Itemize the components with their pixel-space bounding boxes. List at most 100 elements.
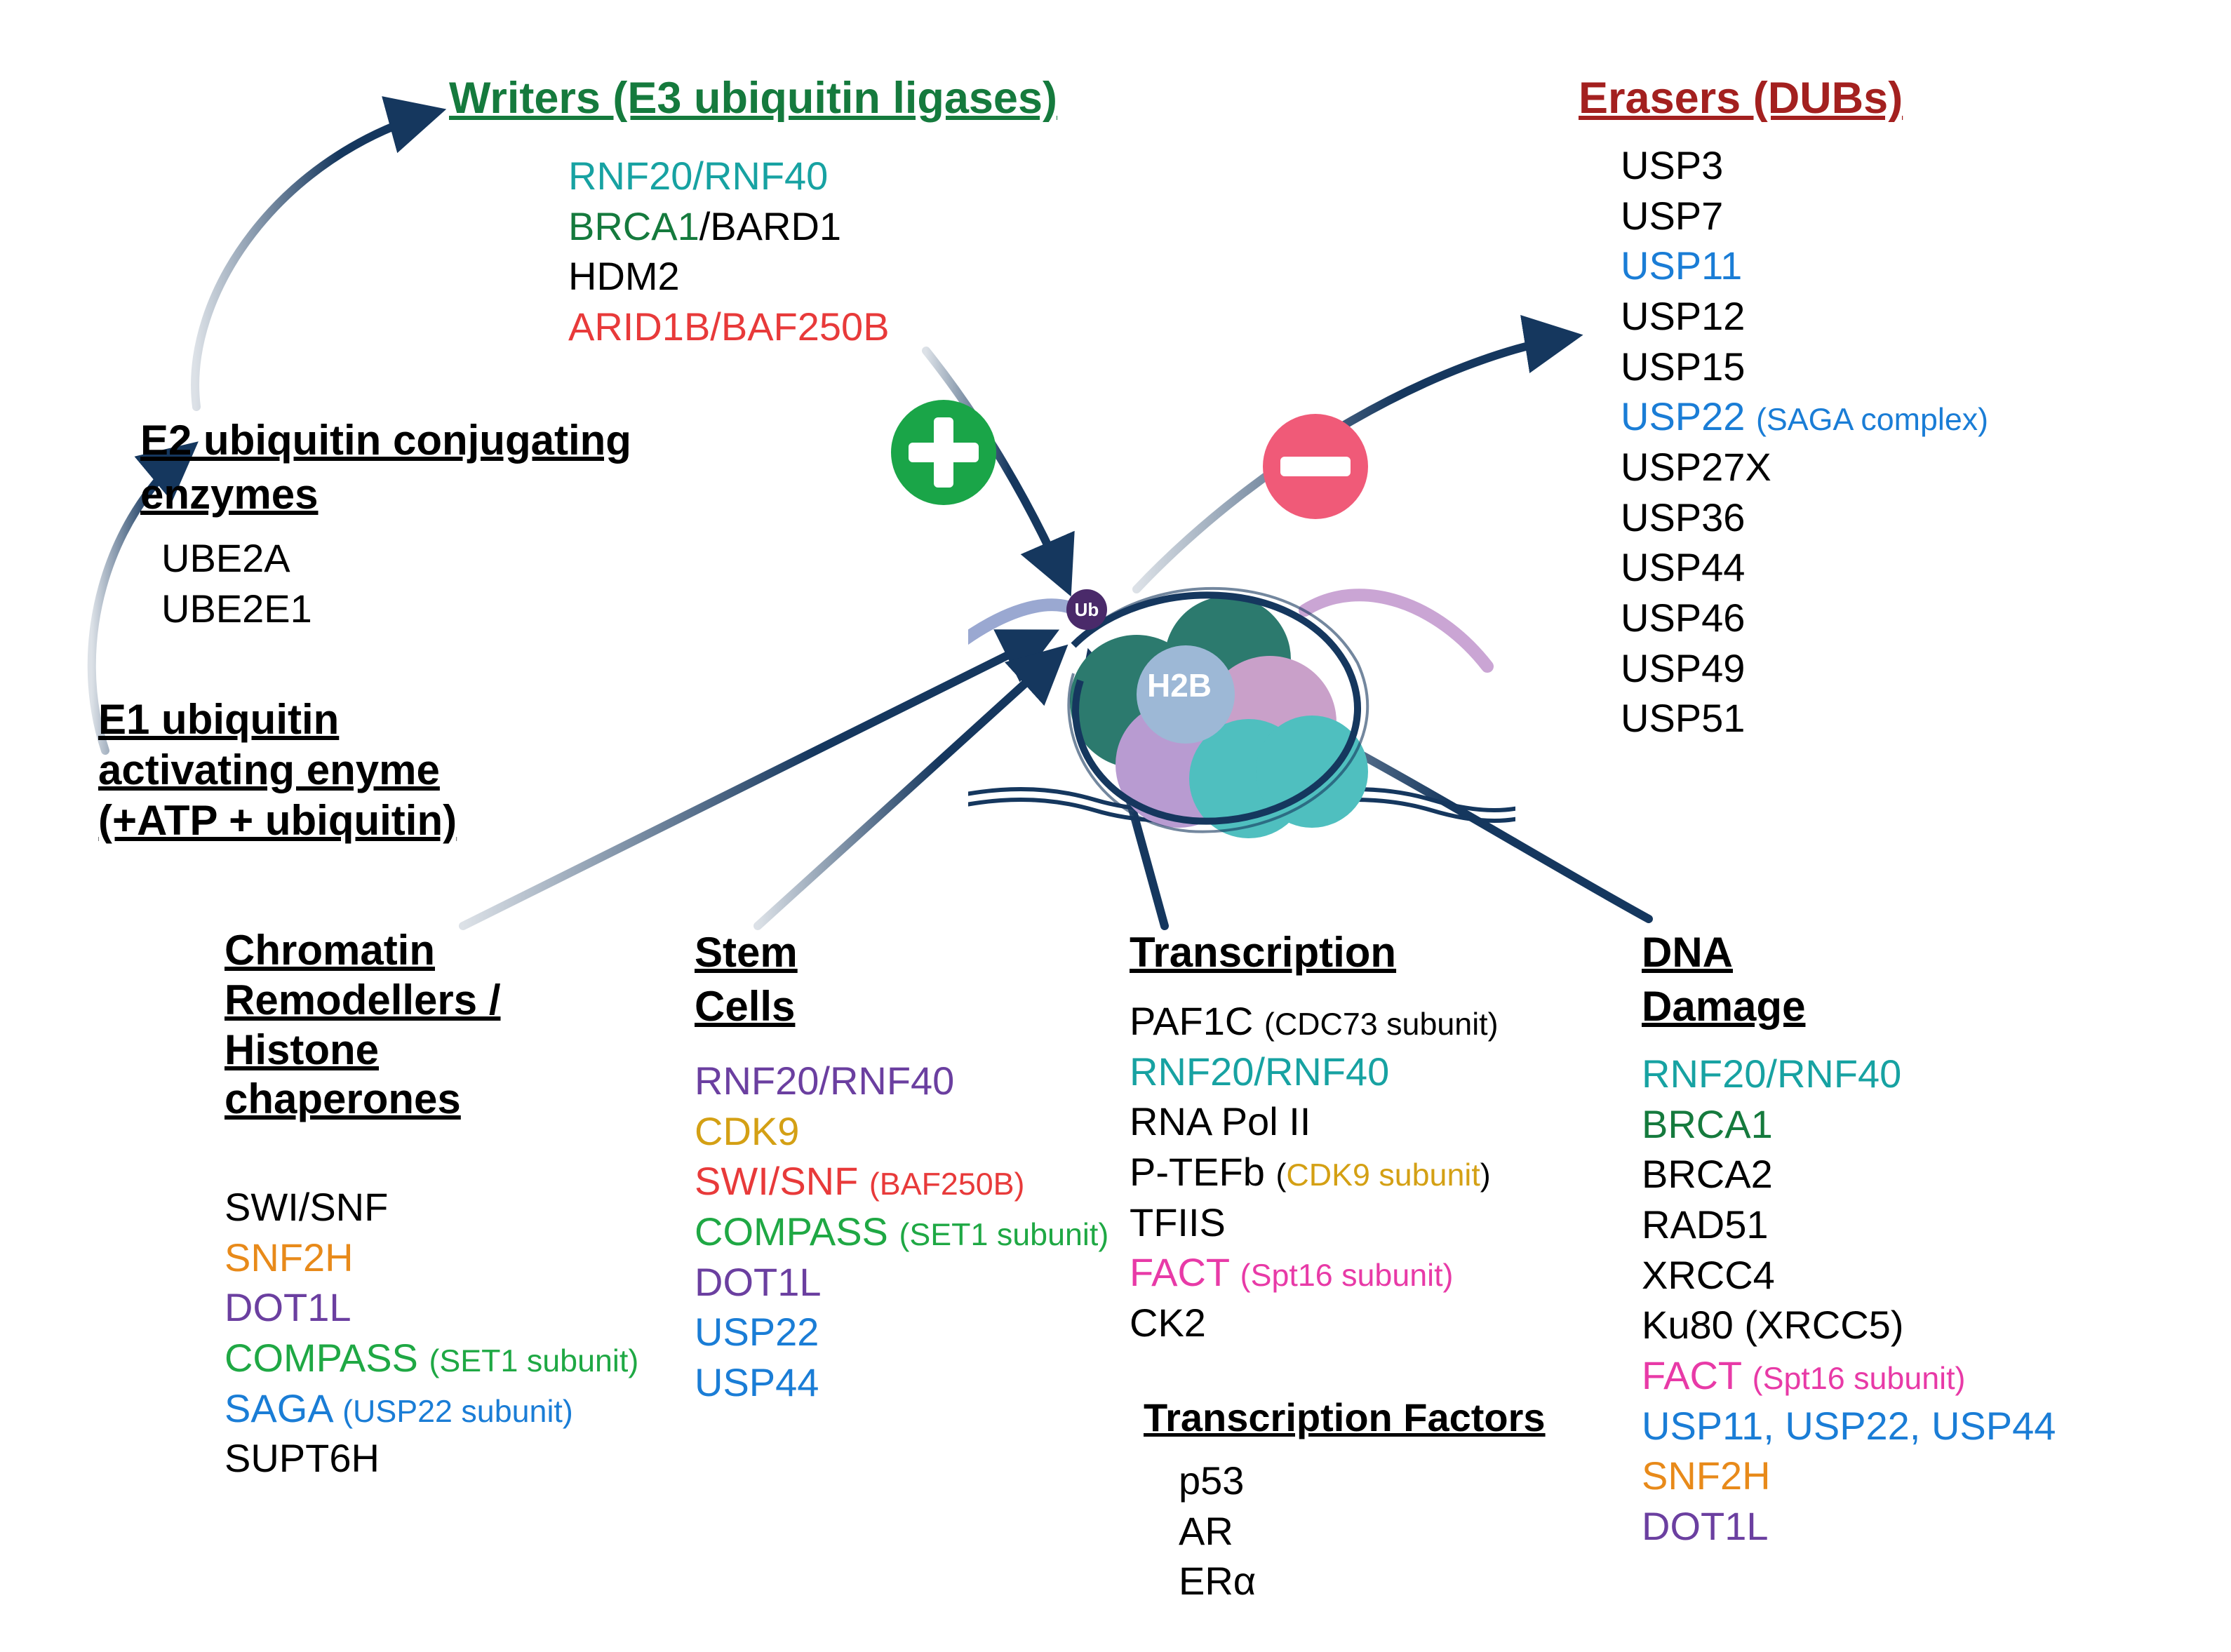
list-item: COMPASS (SET1 subunit): [695, 1207, 1108, 1257]
list-item: BRCA2: [1642, 1149, 2056, 1200]
list-item: USP22 (SAGA complex): [1621, 391, 1988, 442]
list-item: TFIIS: [1130, 1197, 1499, 1248]
list-item-segment: USP3: [1621, 143, 1723, 187]
e2-heading: E2 ubiquitin conjugating enzymes: [140, 414, 645, 522]
writers-heading-text: Writers (E3 ubiquitin ligases): [449, 74, 1057, 123]
erasers-block: Erasers (DUBs): [1579, 70, 1903, 127]
list-item: CDK9: [695, 1106, 1108, 1157]
list-item-segment: USP44: [1621, 545, 1745, 589]
list-item: SNF2H: [1642, 1451, 2056, 1501]
list-item: BRCA1: [1642, 1099, 2056, 1150]
list-item: PAF1C (CDC73 subunit): [1130, 996, 1499, 1047]
list-item-segment: CDK9: [695, 1109, 799, 1153]
list-item: USP44: [1621, 542, 1988, 593]
writers-block: Writers (E3 ubiquitin ligases): [449, 70, 1057, 127]
list-item: FACT (Spt16 subunit): [1642, 1350, 2056, 1401]
erasers-heading: Erasers (DUBs): [1579, 70, 1903, 127]
list-item-segment: RNF20/RNF40: [1130, 1049, 1389, 1094]
dna-damage-list: RNF20/RNF40BRCA1BRCA2RAD51XRCC4Ku80 (XRC…: [1642, 1049, 2056, 1552]
list-item: USP12: [1621, 291, 1988, 342]
writers-list: RNF20/RNF40BRCA1/BARD1HDM2ARID1B/BAF250B: [568, 151, 890, 352]
minus-icon: [1263, 414, 1368, 519]
transcription-list: PAF1C (CDC73 subunit)RNF20/RNF40RNA Pol …: [1130, 996, 1499, 1348]
list-item-segment: HDM2: [568, 254, 680, 298]
list-item: XRCC4: [1642, 1250, 2056, 1301]
list-item: DOT1L: [695, 1257, 1108, 1308]
list-item-segment: COMPASS: [695, 1209, 899, 1254]
list-item: RAD51: [1642, 1200, 2056, 1250]
list-item-segment: USP27X: [1621, 445, 1771, 489]
list-item-segment: SWI/SNF: [225, 1185, 388, 1229]
list-item-segment: RNF20/RNF40: [568, 154, 828, 198]
list-item-segment: (BAF250B): [869, 1167, 1025, 1202]
list-item-segment: RAD51: [1642, 1202, 1769, 1247]
list-item: USP27X: [1621, 442, 1988, 492]
list-item-segment: USP12: [1621, 294, 1745, 338]
list-item: USP15: [1621, 342, 1988, 392]
list-item: RNF20/RNF40: [1642, 1049, 2056, 1099]
arrow-e2-to-writers: [195, 112, 435, 407]
list-item-segment: (Spt16 subunit): [1753, 1361, 1966, 1396]
list-item: RNF20/RNF40: [695, 1056, 1108, 1106]
plus-icon: [891, 400, 996, 505]
list-item-segment: SNF2H: [1642, 1453, 1771, 1498]
list-item-segment: ): [1480, 1157, 1491, 1193]
list-item-segment: (SAGA complex): [1756, 402, 1988, 437]
list-item: SWI/SNF: [225, 1182, 638, 1233]
list-item: CK2: [1130, 1298, 1499, 1348]
list-item-segment: USP22: [1621, 394, 1756, 438]
transcription-block: Transcription: [1130, 926, 1396, 980]
list-item: USP11: [1621, 241, 1988, 291]
list-item-segment: BRCA1: [1642, 1102, 1773, 1146]
erasers-heading-text: Erasers (DUBs): [1579, 74, 1903, 123]
list-item-segment: DOT1L: [695, 1260, 822, 1304]
list-item: USP22: [695, 1307, 1108, 1357]
list-item: FACT (Spt16 subunit): [1130, 1247, 1499, 1298]
stem-block: Stem Cells: [695, 926, 856, 1034]
list-item-segment: (SET1 subunit): [429, 1343, 638, 1378]
list-item: USP11, USP22, USP44: [1642, 1401, 2056, 1451]
list-item-segment: TFIIS: [1130, 1200, 1226, 1244]
list-item-segment: USP46: [1621, 596, 1745, 640]
list-item-segment: (USP22 subunit): [342, 1394, 573, 1429]
stem-heading-text: Stem Cells: [695, 929, 798, 1030]
list-item-segment: UBE2E1: [161, 586, 312, 631]
chromatin-heading-text: Chromatin Remodellers / Histone chaperon…: [225, 927, 501, 1122]
list-item-segment: P-TEFb: [1130, 1150, 1275, 1194]
list-item-segment: RNF20/RNF40: [695, 1059, 954, 1103]
chromatin-list: SWI/SNFSNF2HDOT1LCOMPASS (SET1 subunit)S…: [225, 1182, 638, 1484]
ubiquitin-label: Ub: [1075, 599, 1099, 621]
e2-list: UBE2A UBE2E1: [161, 533, 312, 633]
list-item: SAGA (USP22 subunit): [225, 1383, 638, 1434]
list-item-segment: PAF1C: [1130, 999, 1264, 1043]
list-item: SNF2H: [225, 1233, 638, 1283]
list-item-segment: AR: [1179, 1509, 1233, 1553]
list-item-segment: BRCA2: [1642, 1152, 1773, 1196]
list-item-segment: CK2: [1130, 1301, 1206, 1345]
list-item: ARID1B/BAF250B: [568, 302, 890, 352]
list-item: SUPT6H: [225, 1433, 638, 1484]
list-item: SWI/SNF (BAF250B): [695, 1156, 1108, 1207]
list-item-segment: BRCA1: [568, 204, 699, 248]
list-item-segment: USP11, USP22, USP44: [1642, 1404, 2056, 1448]
ubiquitin-badge: Ub: [1066, 589, 1107, 630]
list-item-segment: SNF2H: [225, 1235, 354, 1280]
transcription-factors-heading-block: Transcription Factors: [1144, 1392, 1546, 1443]
e2-heading-text: E2 ubiquitin conjugating enzymes: [140, 417, 631, 518]
transcription-factors-list: p53ARERα: [1179, 1456, 1256, 1606]
list-item: USP36: [1621, 492, 1988, 543]
e2-block: E2 ubiquitin conjugating enzymes: [140, 414, 645, 522]
list-item-segment: UBE2A: [161, 536, 290, 580]
list-item-segment: USP51: [1621, 696, 1745, 740]
list-item: UBE2A: [161, 533, 312, 584]
list-item-segment: RNF20/RNF40: [1642, 1052, 1901, 1096]
list-item-segment: ARID1B/BAF250B: [568, 304, 890, 349]
stem-list: RNF20/RNF40 CDK9SWI/SNF (BAF250B)COMPASS …: [695, 1056, 1108, 1408]
chromatin-heading: Chromatin Remodellers / Histone chaperon…: [225, 926, 589, 1124]
transcription-heading-text: Transcription: [1130, 929, 1396, 976]
chromatin-block: Chromatin Remodellers / Histone chaperon…: [225, 926, 589, 1124]
list-item-segment: SAGA: [225, 1386, 342, 1430]
list-item-segment: ERα: [1179, 1559, 1256, 1603]
e1-heading: E1 ubiquitin activating enyme (+ATP + ub…: [98, 694, 547, 846]
stem-heading: Stem Cells: [695, 926, 856, 1034]
